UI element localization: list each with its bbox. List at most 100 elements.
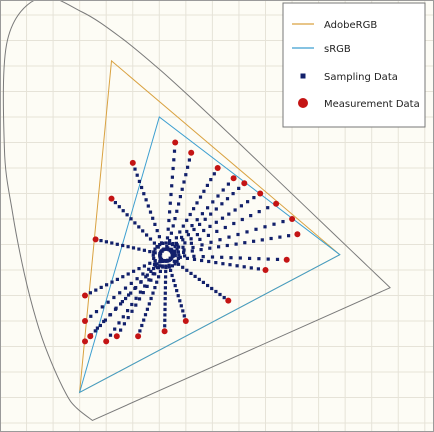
sampling-data-point (206, 233, 210, 237)
sampling-data-point (117, 205, 121, 209)
sampling-data-point (163, 297, 167, 301)
sampling-data-point (94, 288, 98, 292)
sampling-data-point (176, 250, 180, 254)
sampling-data-point (163, 286, 167, 290)
measurement-data-point (289, 216, 296, 222)
sampling-data-point (135, 173, 139, 177)
sampling-data-point (148, 237, 153, 241)
sampling-data-point (199, 248, 203, 252)
sampling-data-point (147, 302, 151, 306)
sampling-data-point (149, 278, 153, 282)
sampling-data-point (89, 314, 93, 318)
sampling-data-point (99, 239, 103, 243)
sampling-data-point (164, 259, 168, 263)
sampling-data-point (189, 237, 193, 241)
sampling-data-point (130, 309, 134, 313)
sampling-data-point (180, 187, 184, 191)
sampling-data-point (177, 245, 181, 249)
sampling-data-point (133, 167, 137, 171)
sampling-data-point (240, 217, 244, 222)
sampling-data-series (88, 149, 291, 337)
sampling-data-point (163, 307, 167, 312)
sampling-data-point (127, 293, 131, 297)
sampling-data-point (130, 302, 134, 307)
sampling-data-point (198, 195, 203, 199)
sampling-data-point (88, 291, 92, 295)
sampling-data-point (209, 240, 213, 244)
sampling-data-point (200, 243, 204, 247)
srgb-gamut (78, 116, 341, 394)
legend: AdobeRGB sRGB Sampling Data Measurement … (282, 2, 426, 128)
sampling-data-point (172, 158, 176, 162)
sampling-data-point (171, 166, 175, 171)
sampling-data-point (176, 256, 180, 260)
sampling-data-point (121, 243, 125, 248)
legend-swatch-sampling-data (300, 73, 306, 79)
sampling-data-point (208, 246, 212, 250)
sampling-data-point (197, 277, 201, 281)
sampling-data-point (182, 250, 186, 254)
sampling-data-point (187, 158, 191, 162)
sampling-data-point (137, 179, 141, 183)
sampling-data-point (167, 263, 171, 267)
sampling-data-point (173, 245, 177, 249)
sampling-data-point (176, 262, 181, 266)
sampling-data-point (242, 265, 246, 269)
sampling-data-point (126, 316, 130, 320)
measurement-data-point (82, 318, 88, 324)
sampling-data-point (206, 206, 210, 210)
sampling-data-point (110, 280, 114, 284)
sampling-data-point (257, 257, 261, 261)
sampling-data-point (257, 210, 261, 214)
sampling-data-point (235, 264, 239, 268)
sampling-data-point (102, 319, 106, 324)
sampling-data-point (166, 247, 170, 251)
sampling-data-point (248, 256, 252, 260)
sampling-data-point (148, 261, 152, 265)
sampling-data-point (185, 268, 189, 272)
sampling-data-point (113, 201, 117, 205)
sampling-data-point (178, 230, 182, 234)
sampling-data-point (110, 241, 114, 245)
sampling-data-point (246, 200, 250, 204)
sampling-data-point (206, 283, 210, 288)
sampling-data-point (115, 277, 119, 281)
sampling-data-point (161, 241, 165, 245)
sampling-data-point (152, 263, 157, 267)
sampling-data-point (266, 206, 270, 210)
sampling-data-point (132, 269, 136, 273)
sampling-data-point (170, 175, 174, 179)
sampling-data-point (106, 300, 110, 304)
sampling-data-point (195, 233, 199, 237)
sampling-data-point (178, 195, 182, 199)
sampling-data-point (122, 322, 126, 326)
sampling-data-point (189, 271, 193, 275)
sampling-data-point (278, 235, 282, 239)
sampling-data-point (185, 256, 189, 260)
sampling-data-point (228, 263, 232, 267)
sampling-data-point (148, 210, 153, 214)
sampling-data-point (191, 245, 195, 250)
sampling-data-point (155, 245, 159, 249)
sampling-data-point (225, 243, 229, 248)
sampling-data-point (172, 259, 176, 263)
sampling-data-point (170, 184, 174, 188)
sampling-data-point (139, 280, 143, 284)
sampling-data-point (190, 224, 194, 228)
measurement-data-point (182, 318, 189, 324)
sampling-data-point (163, 280, 168, 284)
sampling-data-point (175, 247, 179, 251)
sampling-data-point (134, 296, 138, 300)
measurement-data-point (257, 190, 264, 197)
sampling-data-point (151, 272, 155, 276)
measurement-data-point (129, 159, 136, 166)
sampling-data-point (164, 241, 168, 245)
sampling-data-point (131, 246, 136, 250)
sampling-data-point (112, 295, 116, 300)
sampling-data-point (210, 286, 214, 291)
sampling-data-point (214, 289, 218, 294)
sampling-data-point (238, 256, 242, 260)
sampling-data-point (121, 275, 125, 279)
sampling-data-point (151, 253, 155, 257)
